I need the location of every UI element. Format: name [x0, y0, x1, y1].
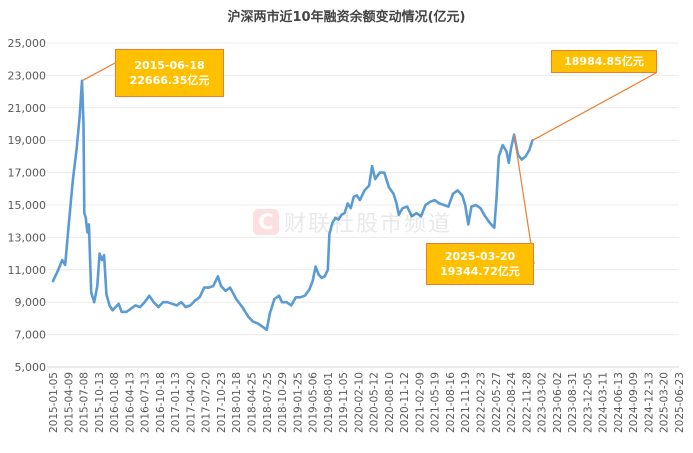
series-line: [51, 79, 534, 331]
x-tick-label: 2017-01-13: [170, 372, 182, 433]
x-tick-label: 2021-05-19: [430, 372, 442, 433]
x-tick-label: 2025-03-20: [659, 372, 671, 433]
y-tick-label: 19,000: [8, 134, 47, 147]
x-tick-label: 2018-07-25: [262, 372, 274, 433]
x-tick-label: 2018-01-18: [231, 372, 243, 433]
x-tick-label: 2017-10-23: [216, 372, 228, 433]
x-tick-label: 2023-06-02: [552, 372, 564, 433]
x-tick-label: 2021-02-09: [414, 372, 426, 433]
x-tick-label: 2017-07-20: [201, 372, 213, 433]
leader-line: [513, 134, 535, 265]
x-tick-label: 2016-07-13: [140, 372, 152, 433]
y-tick-label: 13,000: [8, 231, 47, 244]
x-tick-label: 2020-11-12: [399, 372, 411, 433]
x-tick-label: 2015-10-13: [94, 372, 106, 433]
x-tick-label: 2024-06-13: [613, 372, 625, 433]
annotation-date: 2015-06-18: [134, 59, 205, 72]
x-axis: 2015-01-05 2015-04-09 2015-07-08 2015-10-13…: [48, 372, 686, 433]
x-tick-label: 2018-10-29: [277, 372, 289, 433]
y-tick-label: 17,000: [8, 167, 47, 180]
annotation-latest: 18984.85亿元: [551, 50, 657, 73]
x-tick-label: 2015-07-08: [79, 372, 91, 433]
annotation-value: 18984.85亿元: [564, 55, 644, 68]
x-tick-label: 2016-01-08: [109, 372, 121, 433]
x-tick-label: 2018-04-25: [246, 372, 258, 433]
x-tick-label: 2023-12-05: [582, 372, 594, 433]
y-tick-label: 23,000: [8, 69, 47, 82]
x-tick-label: 2019-11-05: [338, 372, 350, 433]
x-tick-label: 2024-09-09: [628, 372, 640, 433]
y-tick-label: 15,000: [8, 199, 47, 212]
y-tick-label: 11,000: [8, 264, 47, 277]
x-tick-label: 2015-04-09: [63, 372, 75, 433]
annotation-value: 19344.72亿元: [440, 265, 520, 278]
x-tick-label: 2015-01-05: [48, 372, 60, 433]
annotation-2025-03-20: 2025-03-20 19344.72亿元: [426, 243, 534, 285]
x-tick-label: 2022-11-28: [521, 372, 533, 433]
y-tick-label: 25,000: [8, 37, 47, 50]
leader-line: [81, 62, 116, 82]
y-axis: 5,000 7,000 9,000 11,000 13,000 15,000 17,000 1…: [8, 37, 47, 374]
y-tick-label: 7,000: [15, 329, 47, 342]
x-tick-label: 2021-08-16: [445, 372, 457, 433]
x-tick-label: 2019-05-06: [308, 372, 320, 433]
annotation-date: 2025-03-20: [444, 250, 516, 263]
x-tick-label: 2019-08-01: [323, 372, 335, 433]
y-tick-label: 21,000: [8, 102, 47, 115]
x-tick-label: 2022-08-24: [506, 372, 518, 433]
x-tick-label: 2016-10-18: [155, 372, 167, 433]
x-tick-label: 2022-05-27: [491, 372, 503, 433]
annotation-value: 22666.35亿元: [129, 74, 210, 87]
x-tick-label: 2021-11-19: [460, 372, 472, 433]
x-tick-label: 2016-04-13: [124, 372, 136, 433]
leader-line: [532, 72, 657, 141]
x-tick-label: 2022-02-23: [476, 372, 488, 433]
gridlines: [47, 42, 679, 368]
x-tick-label: 2023-03-02: [537, 372, 549, 433]
x-tick-label: 2025-06-23: [674, 372, 686, 433]
x-tick-label: 2019-01-25: [292, 372, 304, 433]
x-tick-label: 2024-03-11: [598, 372, 610, 433]
data-line: [51, 79, 534, 331]
annotation-leader-lines: [81, 62, 657, 265]
x-tick-label: 2020-05-12: [369, 372, 381, 433]
chart-title: 沪深两市近10年融资余额变动情况(亿元): [227, 10, 466, 25]
y-tick-label: 9,000: [15, 296, 47, 309]
x-tick-label: 2020-08-10: [384, 372, 396, 433]
x-tick-label: 2024-12-13: [643, 372, 655, 433]
x-tick-label: 2023-08-31: [567, 372, 579, 433]
y-tick-label: 5,000: [15, 361, 47, 374]
annotation-peak-2015: 2015-06-18 22666.35亿元: [115, 49, 224, 97]
x-tick-label: 2020-02-10: [353, 372, 365, 433]
x-tick-label: 2017-04-20: [185, 372, 197, 433]
